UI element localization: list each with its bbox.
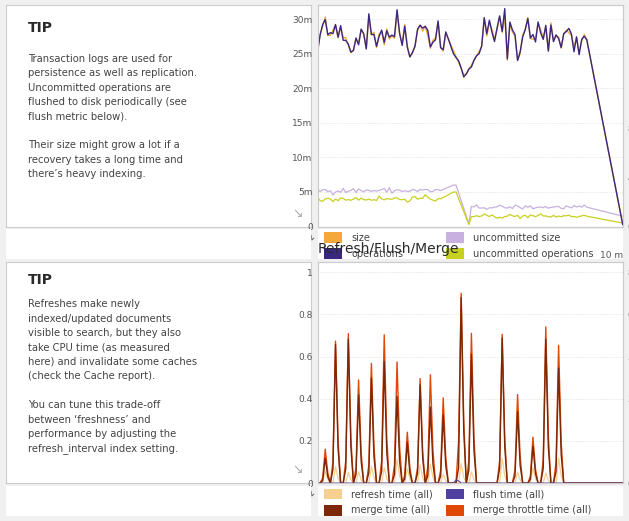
Text: refresh time (all): refresh time (all) [351, 489, 433, 499]
Text: Refreshes make newly
indexed/updated documents
visible to search, but they also
: Refreshes make newly indexed/updated doc… [28, 300, 197, 454]
Text: uncommitted size: uncommitted size [473, 232, 560, 242]
FancyBboxPatch shape [324, 232, 342, 243]
Text: TIP: TIP [28, 21, 53, 35]
Text: TIP: TIP [28, 273, 53, 287]
Text: ↘: ↘ [292, 464, 303, 476]
Text: Transaction logs are used for
persistence as well as replication.
Uncommitted op: Transaction logs are used for persistenc… [28, 54, 197, 179]
FancyBboxPatch shape [446, 489, 464, 500]
Text: merge throttle time (all): merge throttle time (all) [473, 505, 591, 515]
Text: merge time (all): merge time (all) [351, 505, 430, 515]
Text: ↘: ↘ [292, 207, 303, 220]
FancyBboxPatch shape [324, 489, 342, 500]
Text: size: size [351, 232, 370, 242]
Text: Refresh/Flush/Merge: Refresh/Flush/Merge [318, 242, 459, 256]
Text: uncommitted operations: uncommitted operations [473, 249, 594, 259]
FancyBboxPatch shape [446, 249, 464, 259]
FancyBboxPatch shape [324, 505, 342, 516]
Text: operations: operations [351, 249, 403, 259]
Text: 10 m: 10 m [599, 251, 623, 259]
FancyBboxPatch shape [324, 249, 342, 259]
Text: flush time (all): flush time (all) [473, 489, 545, 499]
FancyBboxPatch shape [446, 505, 464, 516]
FancyBboxPatch shape [446, 232, 464, 243]
